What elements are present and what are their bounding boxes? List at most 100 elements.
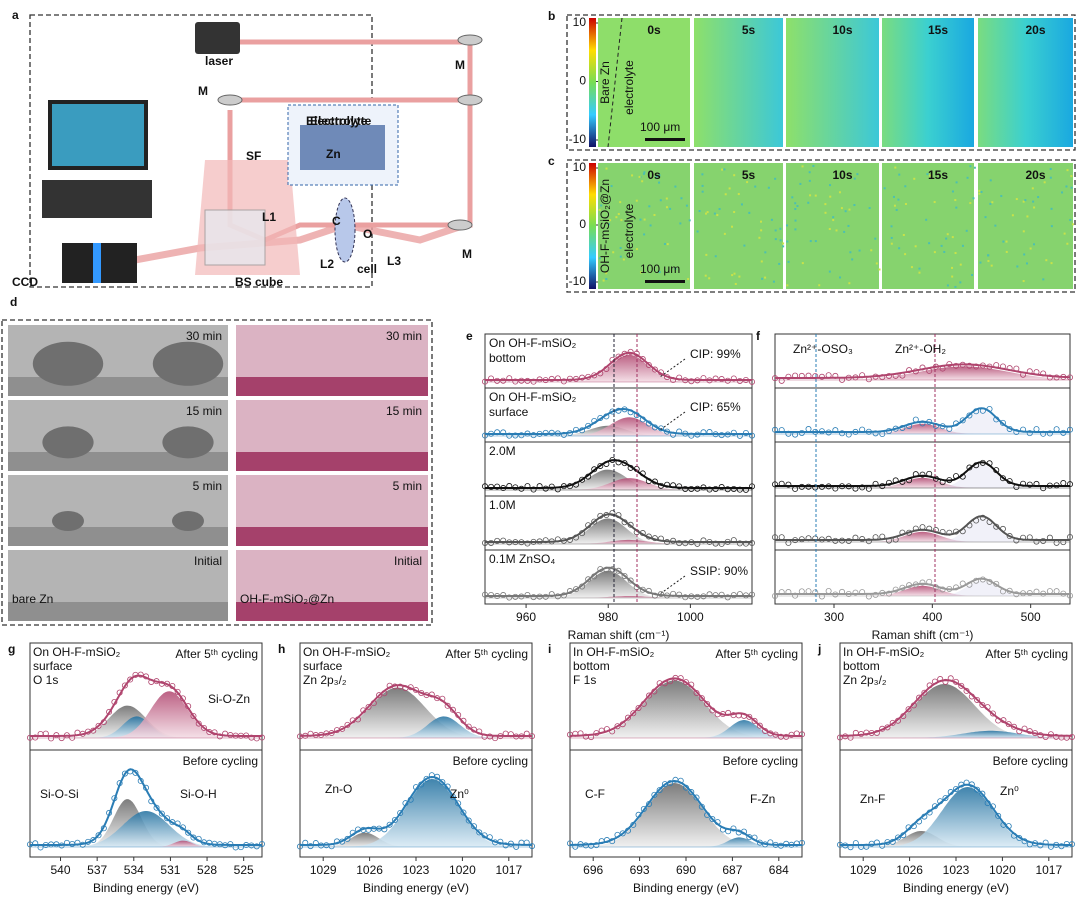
data-point: [895, 717, 902, 724]
data-point: [639, 470, 646, 477]
data-point: [932, 363, 939, 370]
data-point: [953, 528, 960, 535]
tick-label: 10: [573, 160, 587, 174]
data-point: [953, 785, 960, 792]
sample-label: Zn 2p₃/₂: [843, 673, 887, 687]
screen: [52, 104, 144, 166]
x-tick-label: 960: [516, 610, 536, 624]
speckle: [918, 267, 921, 270]
data-point: [926, 578, 933, 585]
data-point: [693, 794, 700, 801]
data-point: [523, 839, 530, 846]
data-point: [651, 366, 658, 373]
data-point: [412, 784, 419, 791]
part-label: O: [363, 227, 372, 241]
speckle: [807, 201, 810, 204]
data-point: [579, 530, 586, 537]
data-point: [639, 416, 646, 423]
data-point: [919, 420, 926, 427]
data-point: [651, 791, 658, 798]
frame-image: [978, 163, 1073, 289]
data-point: [1021, 725, 1028, 732]
condition-label: After 5ᵗʰ cycling: [715, 647, 798, 661]
data-point: [845, 374, 852, 381]
data-point: [1026, 728, 1033, 735]
data-point: [258, 734, 265, 741]
speckle: [767, 186, 770, 189]
data-point: [785, 430, 792, 437]
data-point: [966, 464, 973, 471]
speckle: [945, 237, 948, 240]
electrode: [236, 377, 428, 396]
data-point: [1006, 365, 1013, 372]
data-point: [919, 524, 926, 531]
data-point: [460, 717, 467, 724]
speckle: [838, 191, 841, 194]
data-point: [1046, 482, 1053, 489]
data-point: [507, 731, 514, 738]
x-tick-label: 693: [630, 863, 650, 877]
speckle: [890, 236, 893, 239]
data-point: [1040, 370, 1047, 377]
speckle: [883, 187, 886, 190]
speckle: [602, 279, 605, 282]
data-point: [999, 588, 1006, 595]
data-point: [646, 800, 653, 807]
data-point: [494, 429, 501, 436]
data-point: [979, 702, 986, 709]
data-point: [158, 810, 165, 817]
sample-label: Zn 2p₃/₂: [303, 673, 347, 687]
data-point: [879, 842, 886, 849]
data-point: [328, 843, 335, 850]
data-point: [1013, 591, 1020, 598]
component: [485, 596, 752, 598]
frame-label: 5 min: [193, 479, 222, 493]
data-point: [879, 725, 886, 732]
arrow: [659, 358, 686, 378]
data-point: [577, 730, 584, 737]
data-point: [749, 591, 756, 598]
sample-label: On OH-F-mSiO₂: [33, 645, 121, 659]
condition-label: Before cycling: [183, 754, 258, 768]
data-point: [328, 730, 335, 737]
speckle: [705, 253, 708, 256]
data-point: [825, 483, 832, 490]
data-point: [512, 593, 519, 600]
data-point: [704, 812, 711, 819]
data-point: [926, 682, 933, 689]
data-point: [597, 370, 604, 377]
data-point: [536, 593, 543, 600]
data-point: [725, 828, 732, 835]
component: [570, 783, 802, 847]
data-point: [591, 466, 598, 473]
part-label: M: [455, 58, 465, 72]
data-point: [664, 481, 671, 488]
speckle: [849, 251, 852, 254]
tick-label: 10: [573, 15, 587, 29]
data-point: [1067, 534, 1074, 541]
data-point: [1042, 734, 1049, 741]
data-point: [865, 593, 872, 600]
data-point: [455, 800, 462, 807]
data-point: [974, 786, 981, 793]
speckle: [1066, 242, 1069, 245]
data-point: [859, 372, 866, 379]
colorbar: [589, 18, 596, 147]
speckle: [608, 223, 611, 226]
speckle: [794, 219, 797, 222]
x-tick-label: 1017: [495, 863, 522, 877]
data-point: [339, 725, 346, 732]
speckle: [786, 240, 789, 243]
panel-label: g: [8, 642, 15, 656]
sample-label: surface: [33, 659, 73, 673]
component: [570, 720, 802, 738]
data-point: [709, 707, 716, 714]
data-point: [706, 486, 713, 493]
lens: [334, 197, 356, 263]
speckle: [840, 207, 843, 210]
data-point: [785, 589, 792, 596]
data-point: [670, 377, 677, 384]
speckle: [1029, 247, 1032, 250]
data-point: [736, 432, 743, 439]
component: [300, 687, 532, 738]
